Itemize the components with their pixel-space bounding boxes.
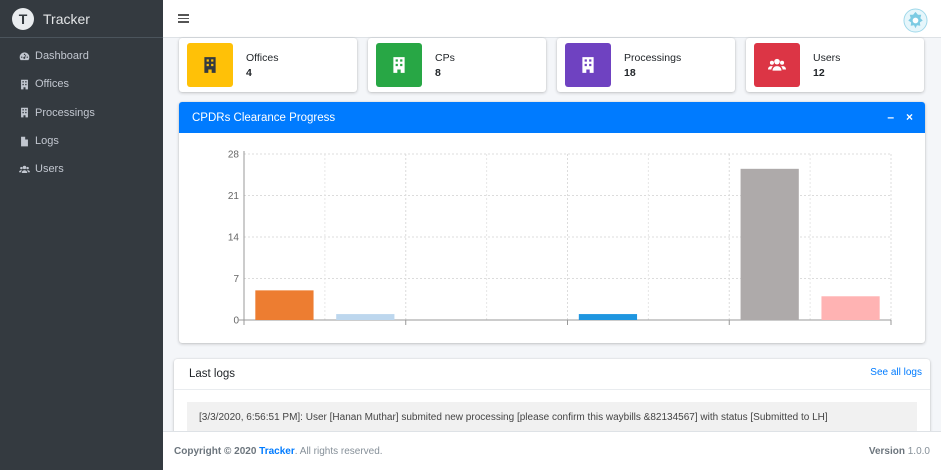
sidebar-nav: Dashboard Offices Processings Logs Users xyxy=(0,38,163,183)
info-icon-offices xyxy=(187,43,233,87)
y-tick-label: 7 xyxy=(233,274,239,285)
info-box-label: Processings xyxy=(624,51,682,64)
logs-card: Last logs See all logs [3/3/2020, 6:56:5… xyxy=(174,359,930,439)
info-box-processings[interactable]: Processings 18 xyxy=(557,38,735,92)
info-box-number: 4 xyxy=(246,66,252,79)
sidebar: T Tracker Dashboard Offices Processings xyxy=(0,0,163,470)
chart-card: CPDRs Clearance Progress – × 28 21 14 7 0 xyxy=(179,102,925,343)
chart-bar xyxy=(740,168,799,320)
brand-link[interactable]: T Tracker xyxy=(0,0,163,38)
y-tick-label: 0 xyxy=(233,316,239,327)
info-box-content: Users 12 xyxy=(813,52,840,79)
version-info: Version 1.0.0 xyxy=(869,446,930,457)
sidebar-item-label: Dashboard xyxy=(35,50,89,63)
logs-card-header: Last logs See all logs xyxy=(174,359,930,390)
y-tick-label: 21 xyxy=(228,191,240,202)
info-box-content: CPs 8 xyxy=(435,52,455,79)
close-button[interactable]: × xyxy=(905,110,913,124)
tachometer-icon xyxy=(18,50,30,62)
sidebar-item-users[interactable]: Users xyxy=(0,155,163,183)
info-box-users[interactable]: Users 12 xyxy=(746,38,924,92)
sidebar-item-label: Offices xyxy=(35,78,70,91)
footer-brand-link[interactable]: Tracker xyxy=(259,445,295,457)
footer: Copyright © 2020 Tracker. All rights res… xyxy=(163,431,941,470)
info-box-content: Processings 18 xyxy=(624,52,681,79)
building-icon xyxy=(18,78,30,90)
file-icon xyxy=(18,135,30,147)
info-box-cps[interactable]: CPs 8 xyxy=(368,38,546,92)
copyright-prefix: Copyright © 2020 xyxy=(174,445,260,457)
info-box-content: Offices 4 xyxy=(246,52,278,79)
building-icon xyxy=(204,57,216,73)
building-icon xyxy=(582,57,594,73)
sidebar-item-label: Logs xyxy=(35,135,59,148)
sidebar-item-dashboard[interactable]: Dashboard xyxy=(0,42,163,70)
bar-chart: 28 21 14 7 0 xyxy=(228,150,892,327)
building-icon xyxy=(18,107,30,119)
brand-logo: T xyxy=(12,7,34,30)
info-box-label: CPs xyxy=(435,51,455,64)
copyright-suffix: . All rights reserved. xyxy=(294,445,383,457)
menu-toggle-icon[interactable] xyxy=(178,12,189,24)
y-tick-label: 14 xyxy=(228,233,240,244)
chart-bar xyxy=(336,314,395,320)
info-box-label: Offices xyxy=(246,51,279,64)
top-navbar xyxy=(163,0,941,38)
info-box-number: 12 xyxy=(813,66,825,79)
sidebar-item-label: Users xyxy=(35,163,64,176)
chart-title: CPDRs Clearance Progress xyxy=(192,111,336,124)
info-icon-cps xyxy=(376,43,422,87)
users-icon xyxy=(18,163,30,175)
info-icon-users xyxy=(754,43,800,87)
version-label: Version xyxy=(868,445,905,457)
version-number: 1.0.0 xyxy=(904,445,930,457)
users-icon xyxy=(768,58,786,71)
copyright: Copyright © 2020 Tracker. All rights res… xyxy=(174,446,383,457)
building-icon xyxy=(393,57,405,73)
info-box-label: Users xyxy=(813,51,841,64)
sidebar-item-logs[interactable]: Logs xyxy=(0,127,163,155)
chart-card-header: CPDRs Clearance Progress – × xyxy=(179,102,925,133)
sidebar-item-label: Processings xyxy=(35,106,95,119)
info-icon-processings xyxy=(565,43,611,87)
see-all-logs-link[interactable]: See all logs xyxy=(870,367,922,378)
info-box-number: 18 xyxy=(624,66,636,79)
sidebar-item-offices[interactable]: Offices xyxy=(0,70,163,98)
brand-name: Tracker xyxy=(43,10,90,27)
logs-title: Last logs xyxy=(189,368,236,380)
info-box-offices[interactable]: Offices 4 xyxy=(179,38,357,92)
chart-bar xyxy=(255,290,314,320)
organization-logo xyxy=(903,8,928,33)
info-box-number: 8 xyxy=(435,66,441,79)
sidebar-item-processings[interactable]: Processings xyxy=(0,99,163,127)
minimize-button[interactable]: – xyxy=(887,110,894,124)
chart-bar xyxy=(821,296,880,320)
chart-bar xyxy=(578,314,638,320)
y-tick-label: 28 xyxy=(228,150,240,161)
